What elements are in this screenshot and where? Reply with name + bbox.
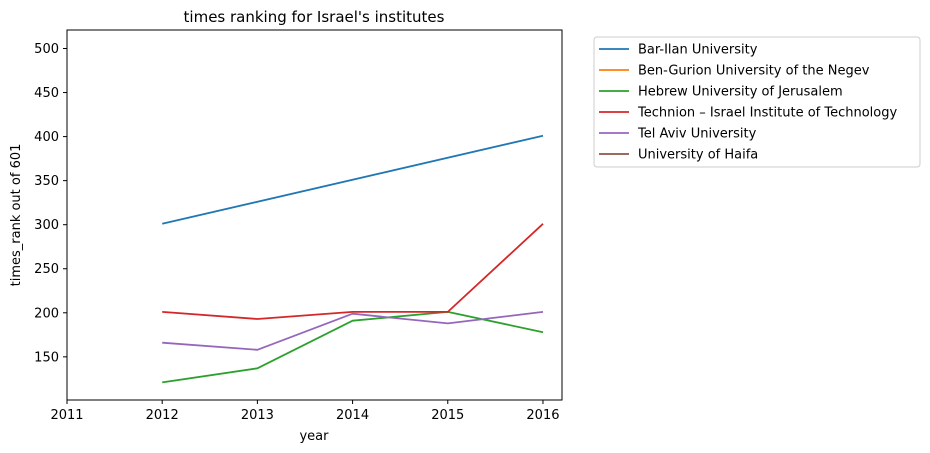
y-tick-label: 350 xyxy=(34,174,59,189)
legend-frame xyxy=(593,36,921,168)
y-axis: 150 200 250 300 350 400 450 500 xyxy=(34,42,67,365)
y-tick-label: 450 xyxy=(34,86,59,101)
series-line-4 xyxy=(162,311,544,351)
x-tick-label: 2011 xyxy=(50,408,83,423)
y-tick-label: 300 xyxy=(34,218,59,233)
plot-lines xyxy=(161,134,544,384)
x-axis-label: year xyxy=(299,429,329,444)
legend-entry: University of Haifa xyxy=(638,148,758,163)
x-tick-label: 2012 xyxy=(146,408,179,423)
series-line-0 xyxy=(161,134,544,225)
y-tick-label: 150 xyxy=(34,350,59,365)
y-axis-label: times_rank out of 601 xyxy=(9,144,24,287)
series-line-3 xyxy=(162,223,544,320)
legend-entry: Bar-Ilan University xyxy=(638,43,758,58)
legend-entry: Tel Aviv University xyxy=(637,127,757,142)
x-tick-label: 2016 xyxy=(526,408,559,423)
y-tick-label: 400 xyxy=(34,130,59,145)
legend-entry: Ben-Gurion University of the Negev xyxy=(638,64,870,79)
x-tick-label: 2014 xyxy=(336,408,369,423)
y-tick-label: 250 xyxy=(34,262,59,277)
x-tick-label: 2013 xyxy=(241,408,274,423)
chart-title: times ranking for Israel's institutes xyxy=(184,8,445,26)
x-axis: 2011 2012 2013 2014 2015 2016 xyxy=(50,400,560,423)
legend-entry: Technion – Israel Institute of Technolog… xyxy=(637,106,897,121)
plot-frame xyxy=(66,29,563,401)
x-tick-label: 2015 xyxy=(431,408,464,423)
y-tick-label: 200 xyxy=(34,306,59,321)
legend-entry: Hebrew University of Jerusalem xyxy=(638,85,843,100)
y-tick-label: 500 xyxy=(34,42,59,57)
legend: Bar-Ilan University Ben-Gurion University… xyxy=(593,36,921,168)
